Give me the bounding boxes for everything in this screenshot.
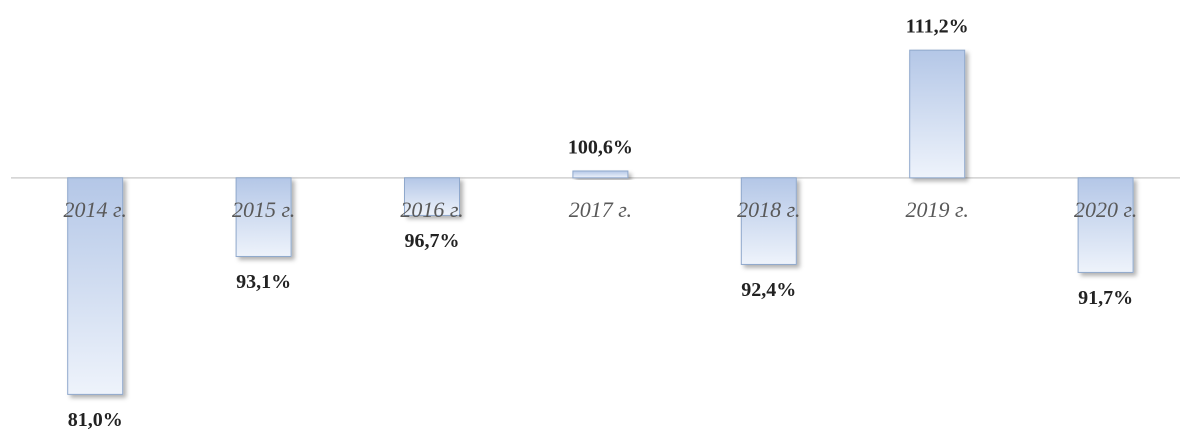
x-tick-label: 2014 г. xyxy=(64,197,127,222)
bar xyxy=(1077,177,1134,273)
bar xyxy=(740,177,797,265)
x-tick-label: 2017 г. xyxy=(569,197,632,222)
bar xyxy=(909,49,966,179)
bar xyxy=(235,177,292,257)
value-label: 92,4% xyxy=(741,279,796,301)
x-tick-label: 2019 г. xyxy=(906,197,969,222)
bar xyxy=(67,177,124,395)
x-tick-label: 2015 г. xyxy=(232,197,295,222)
x-tick-label: 2016 г. xyxy=(400,197,463,222)
value-label: 111,2% xyxy=(906,16,969,38)
value-label: 93,1% xyxy=(236,271,291,293)
x-tick-label: 2020 г. xyxy=(1074,197,1137,222)
value-label: 100,6% xyxy=(568,137,633,159)
x-tick-label: 2018 г. xyxy=(737,197,800,222)
bar xyxy=(404,177,460,216)
value-label: 91,7% xyxy=(1078,287,1133,309)
value-label: 81,0% xyxy=(68,409,123,431)
value-label: 96,7% xyxy=(405,230,460,252)
bar xyxy=(572,170,629,179)
